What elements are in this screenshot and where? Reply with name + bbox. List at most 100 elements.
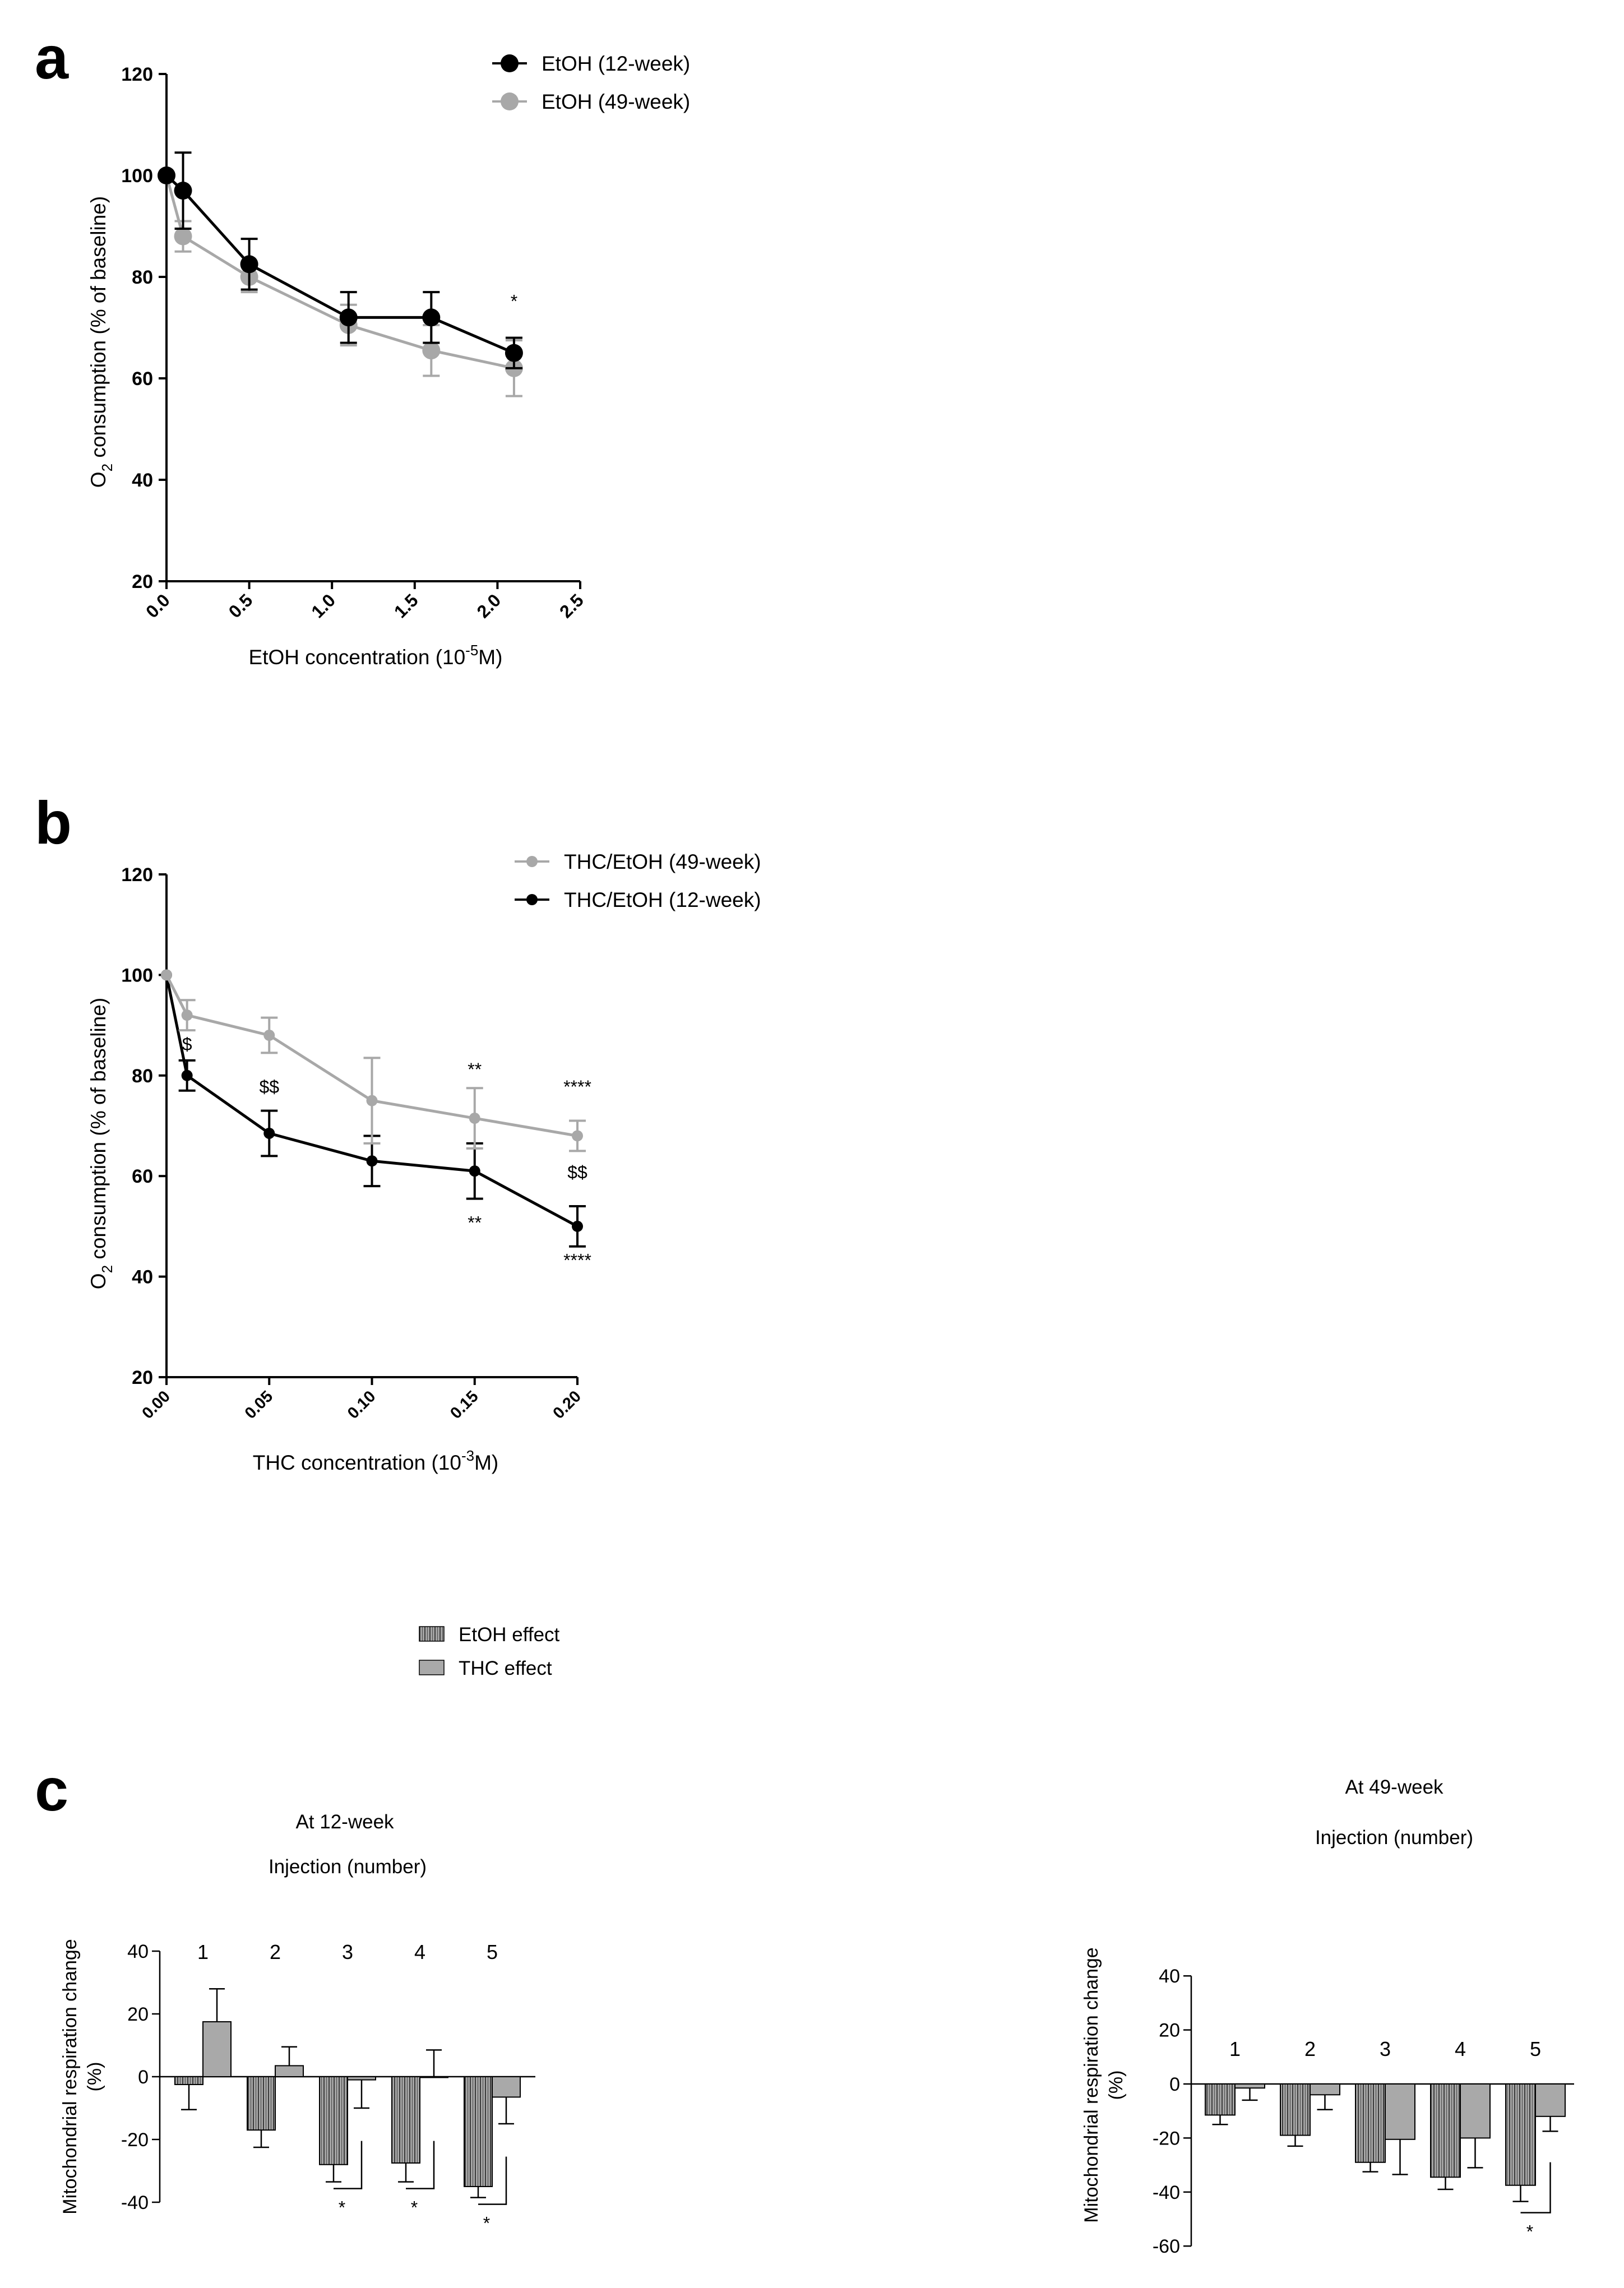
panel-c-right-bar-etoh-effect [1280, 2083, 1311, 2136]
panel-c-left-category-label: 1 [197, 1940, 209, 1963]
panel-a-y-tick-label: 80 [132, 267, 153, 288]
panel-b-y-tick-label: 20 [132, 1367, 153, 1388]
panel-c-left-ylabel-line2: (%) [84, 2062, 105, 2092]
panel-b-point-thc-etoh-12-week [263, 1127, 275, 1139]
chart-panel-c-left: At 12-week Injection (number) Mitochondr… [59, 1811, 535, 2234]
panel-c-right-ylabel-line1: Mitochondrial respiration change [1081, 1947, 1102, 2222]
panel-c-left-category-label: 2 [270, 1940, 281, 1963]
panel-c-left-category-label: 3 [342, 1940, 353, 1963]
panel-c-left-significance-bracket [406, 2141, 435, 2189]
panel-b-point-thc-etoh-49-week [181, 1009, 193, 1021]
panel-c-right-bar-etoh-effect [1430, 2083, 1461, 2178]
panel-b-y-tick-label: 60 [132, 1166, 153, 1187]
panel-b-significance-marker: $$ [259, 1077, 279, 1097]
chart-panel-a: 20 40 60 80 100 120 0.0 0.5 1.0 1.5 2.0 2.5 * EtOH (1… [87, 52, 690, 669]
panel-a-significance-marker: * [511, 291, 517, 311]
panel-b-significance-marker: ** [468, 1212, 482, 1233]
panel-c-left-ylabel-line1: Mitochondrial respiration change [59, 1939, 81, 2214]
legend-label-thc-effect: THC effect [459, 1657, 552, 1679]
panel-a-ylabel: O2 consumption (% of baseline) [87, 196, 115, 488]
panel-c-right-significance-marker: * [1526, 2222, 1533, 2242]
panel-c-right-bar-thc-effect [1535, 2083, 1566, 2117]
panel-c-left-significance-marker: * [339, 2198, 345, 2218]
panel-b-significance-marker: **** [563, 1077, 591, 1097]
panel-a-legend-marker-etoh-12-week [501, 54, 519, 72]
panel-b-y-tick-label: 80 [132, 1066, 153, 1087]
panel-b-x-tick-label: 0.00 [138, 1387, 174, 1423]
panel-b-legend-label-thc-etoh-12-week: THC/EtOH (12-week) [564, 888, 761, 911]
panel-c-right-category-label: 5 [1530, 2037, 1541, 2060]
panel-c-left-bar-thc-effect [202, 2021, 232, 2077]
panel-a-legend-marker-etoh-49-week [501, 92, 519, 110]
panel-c-left-significance-bracket [478, 2156, 507, 2205]
panel-c-left-y-tick-label: -40 [121, 2192, 149, 2213]
panel-b-y-tick-label: 100 [121, 965, 153, 986]
panel-c-right-category-label: 4 [1455, 2037, 1466, 2060]
panel-a-y-tick-label: 40 [132, 470, 153, 491]
panel-b-legend-label-thc-etoh-49-week: THC/EtOH (49-week) [564, 850, 761, 873]
panel-a-point-etoh-49-week [422, 341, 441, 360]
panel-a-y-tick-label: 100 [121, 165, 153, 187]
panel-c-left-y-tick-label: 20 [127, 2004, 149, 2025]
panel-c-left-y-tick-label: 40 [127, 1941, 149, 1962]
panel-b-point-thc-etoh-12-week [366, 1155, 378, 1167]
panel-a-xlabel: EtOH concentration (10-5M) [249, 642, 503, 669]
panel-a-point-etoh-12-week [422, 308, 441, 327]
panel-c-right-bar-thc-effect [1310, 2083, 1340, 2096]
panel-b-point-thc-etoh-49-week [263, 1030, 275, 1041]
panel-c-left-bar-etoh-effect [319, 2076, 348, 2165]
panel-a-x-tick-label: 1.5 [390, 590, 422, 622]
panel-c-right-y-tick-label: 40 [1159, 1966, 1180, 1987]
panel-c-left-subtitle: Injection (number) [269, 1856, 427, 1878]
panel-c-right-subtitle: Injection (number) [1315, 1827, 1473, 1849]
panel-b-x-tick-label: 0.20 [549, 1387, 585, 1423]
panel-b-line-thc-etoh-49-week [165, 974, 578, 1137]
panel-b-y-tick-label: 40 [132, 1267, 153, 1288]
chart-panel-c-right: At 49-week Injection (number) Mitochondr… [1081, 1776, 1574, 2257]
panel-a-point-etoh-12-week [158, 166, 175, 184]
panel-b-ylabel: O2 consumption (% of baseline) [87, 998, 115, 1289]
panel-b-line-thc-etoh-12-week [165, 974, 579, 1228]
panel-b-point-thc-etoh-12-week [181, 1069, 193, 1081]
panel-c-left-bar-thc-effect [419, 2076, 448, 2078]
panel-c-right-bar-etoh-effect [1355, 2083, 1386, 2163]
panel-a-legend-label-etoh-49-week: EtOH (49-week) [542, 90, 690, 113]
panel-label-c: c [35, 1756, 68, 1823]
panel-b-xlabel: THC concentration (10-3M) [253, 1447, 499, 1474]
panel-a-x-tick-label: 0.0 [142, 590, 174, 622]
panel-c-right-y-tick-label: 0 [1169, 2074, 1180, 2095]
panel-a-y-tick-label: 120 [121, 64, 153, 85]
panel-c-left-significance-marker: * [483, 2213, 490, 2234]
panel-b-y-tick-label: 120 [121, 864, 153, 886]
panel-a-point-etoh-49-week [174, 227, 192, 246]
panel-b-significance-marker: $ [182, 1034, 192, 1054]
panel-c-right-ylabel-line2: (%) [1105, 2071, 1127, 2100]
panel-c-left-category-label: 4 [414, 1940, 425, 1963]
bar-legend: EtOH effect THC effect [419, 1624, 560, 1679]
legend-label-etoh-effect: EtOH effect [459, 1624, 560, 1646]
panel-c-left-bar-thc-effect [492, 2076, 521, 2098]
panel-c-right-bar-thc-effect [1234, 2083, 1265, 2089]
panel-c-right-y-tick-label: -20 [1153, 2128, 1180, 2149]
panel-b-point-thc-etoh-12-week [572, 1220, 583, 1232]
panel-c-left-bar-etoh-effect [247, 2076, 276, 2131]
panel-c-right-category-label: 3 [1380, 2037, 1391, 2060]
legend-swatch-thc-effect [419, 1660, 445, 1675]
panel-a-point-etoh-12-week [505, 344, 523, 362]
panel-c-right-category-label: 2 [1304, 2037, 1316, 2060]
panel-a-line-etoh-49-week [165, 175, 515, 370]
panel-c-left-y-tick-label: -20 [121, 2129, 149, 2151]
panel-c-right-significance-bracket [1520, 2162, 1551, 2213]
panel-c-right-bar-thc-effect [1385, 2083, 1415, 2140]
panel-c-left-bar-etoh-effect [464, 2076, 493, 2187]
panel-a-point-etoh-12-week [339, 308, 358, 327]
panel-c-left-y-tick-label: 0 [138, 2067, 149, 2088]
panel-b-point-thc-etoh-49-week [366, 1095, 378, 1106]
panel-b-legend-marker-thc-etoh-49-week [526, 856, 538, 867]
panel-b-point-thc-etoh-49-week [469, 1113, 480, 1124]
panel-a-legend-label-etoh-12-week: EtOH (12-week) [542, 52, 690, 75]
panel-a-y-tick-label: 60 [132, 368, 153, 390]
panel-c-right-bar-etoh-effect [1505, 2083, 1536, 2186]
